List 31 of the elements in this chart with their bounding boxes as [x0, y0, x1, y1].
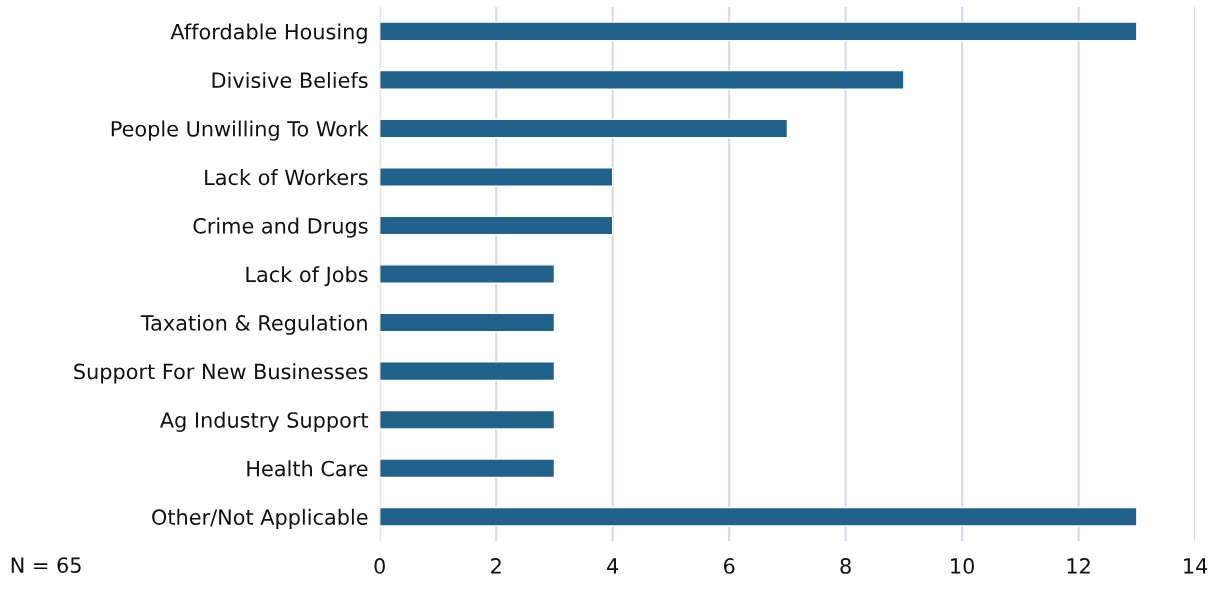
bar — [379, 506, 1138, 527]
y-tick-label: Affordable Housing — [170, 23, 367, 44]
text: N = 65 — [11, 557, 81, 573]
bar — [379, 264, 556, 284]
bar — [379, 21, 1138, 42]
bar — [379, 118, 789, 139]
x-tick-label: 6 — [723, 558, 735, 574]
x-tick-label: 12 — [1067, 558, 1090, 574]
x-tick-label: 4 — [607, 558, 619, 574]
x-tick-label: 14 — [1184, 558, 1208, 574]
y-tick-label: Health Care — [247, 460, 368, 477]
bar — [379, 215, 614, 236]
y-tick-label: Lack of Workers — [205, 169, 368, 186]
bar — [379, 312, 556, 333]
y-tick-label: Lack of Jobs — [246, 266, 368, 287]
y-tick-label: Crime and Drugs — [193, 217, 368, 238]
bar — [379, 167, 614, 187]
x-tick-label: 0 — [374, 558, 385, 574]
y-tick-label: People Unwilling To Work — [111, 120, 369, 141]
bar — [379, 458, 556, 479]
y-tick-label: Divisive Beliefs — [212, 71, 368, 89]
x-tick-label: 8 — [840, 558, 851, 574]
bar — [379, 409, 556, 430]
x-tick-label: 10 — [951, 558, 974, 574]
y-tick-label: Support For New Businesses — [74, 363, 368, 384]
bar — [379, 69, 905, 90]
y-tick-label: Other/Not Applicable — [152, 508, 368, 530]
y-tick-label: Ag Industry Support — [159, 411, 369, 432]
x-tick-label: 2 — [491, 558, 501, 574]
bar — [379, 361, 556, 382]
y-tick-label: Taxation & Regulation — [140, 314, 367, 335]
